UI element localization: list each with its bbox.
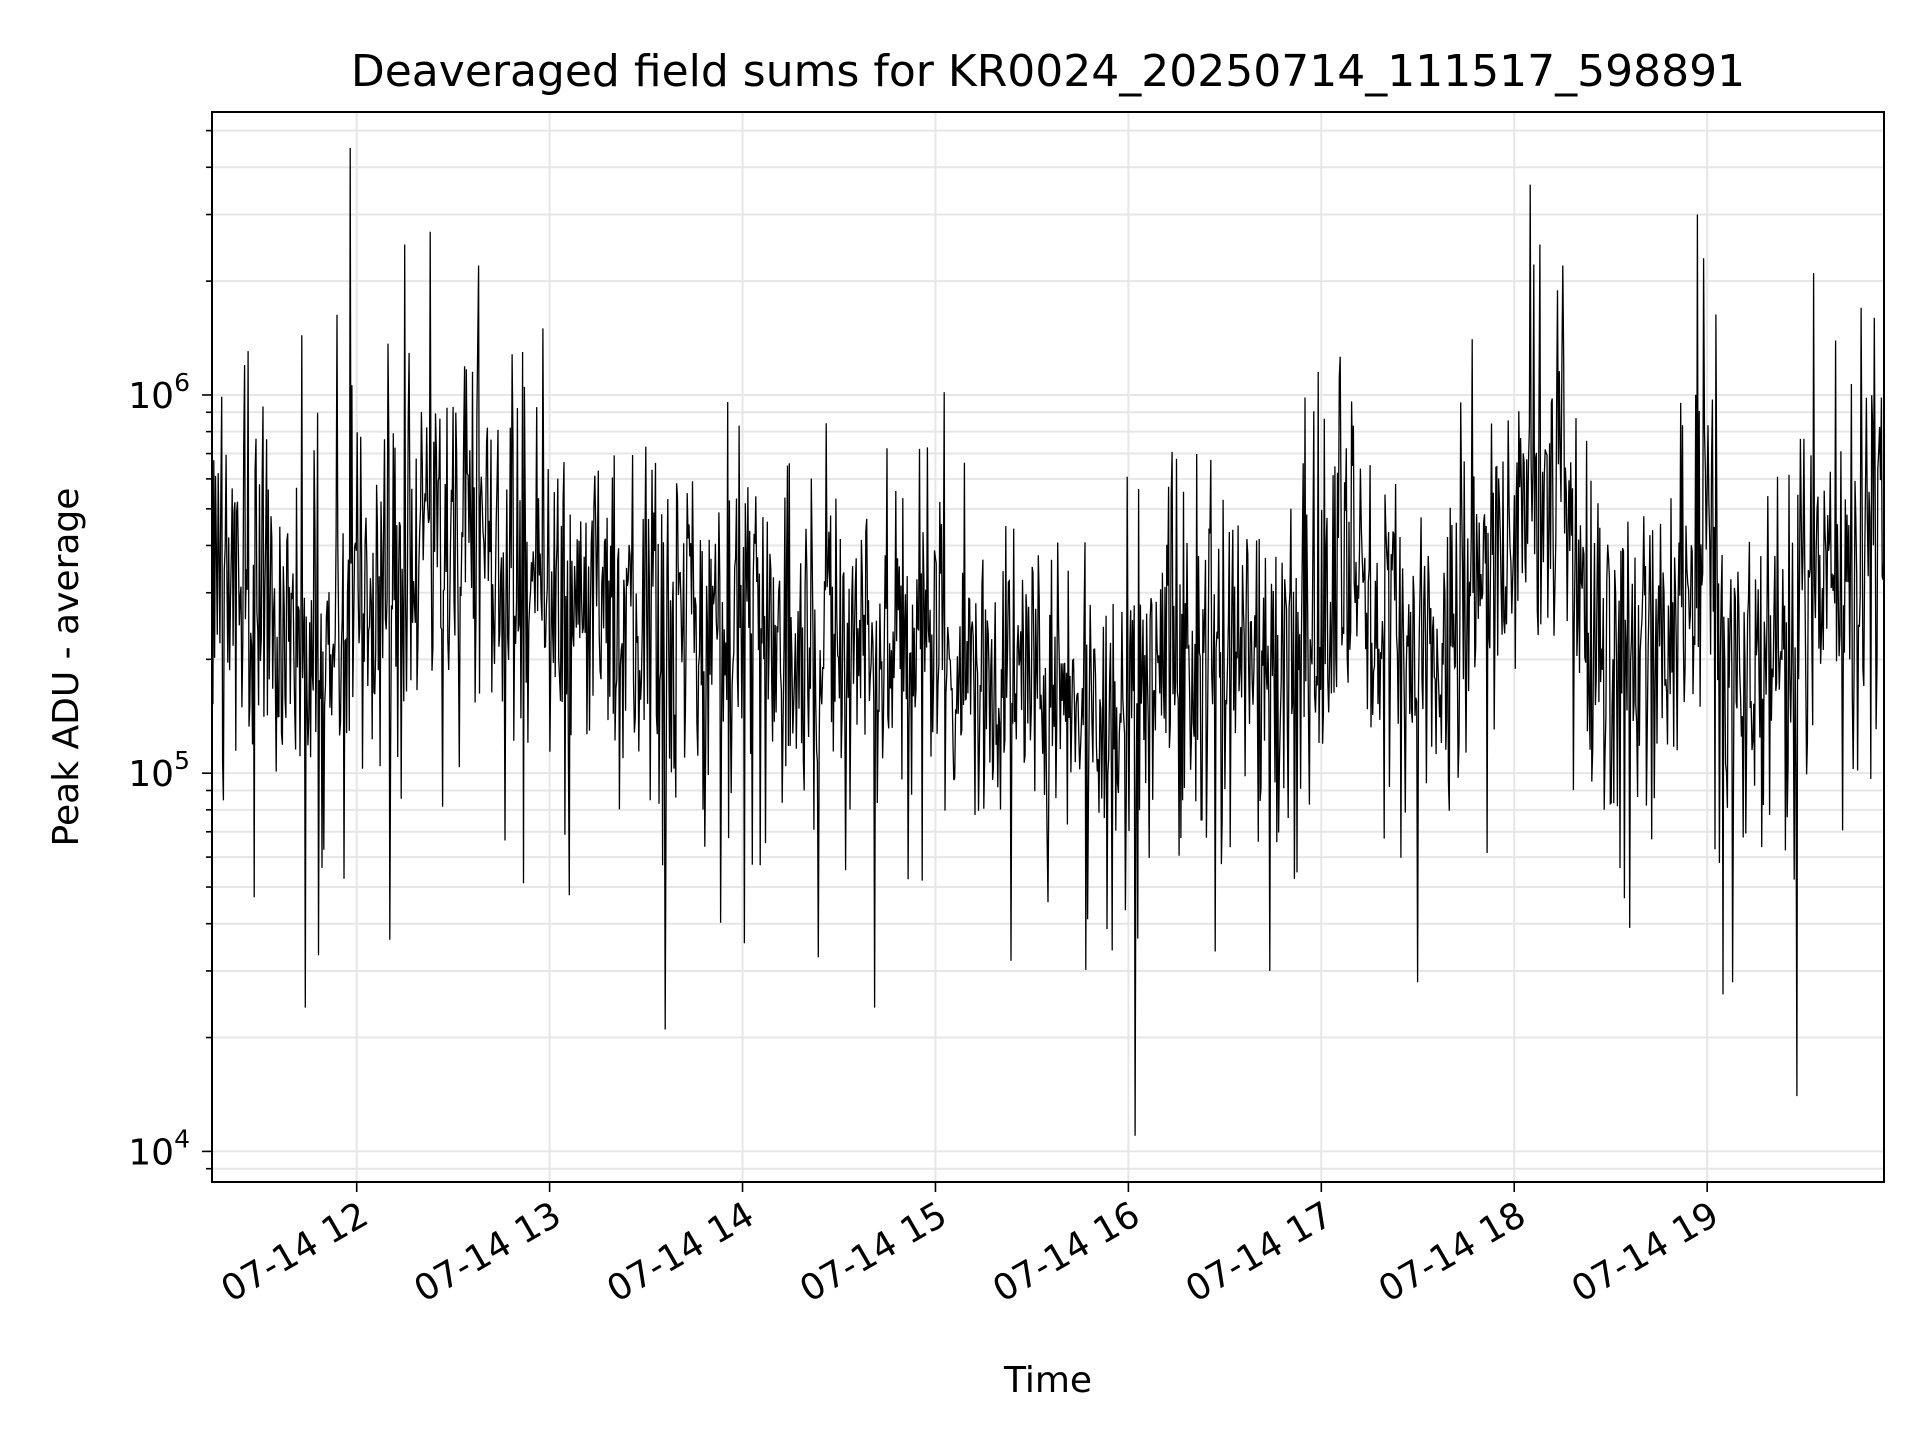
x-axis-label: Time [1003,1360,1092,1401]
y-tick-label: 104 [128,1124,190,1173]
x-tick-label: 07-14 14 [600,1194,761,1310]
x-tick-label: 07-14 18 [1372,1194,1533,1310]
x-tick-label: 07-14 15 [793,1194,954,1310]
x-tick-label: 07-14 12 [215,1194,376,1310]
grid-lines [212,112,1884,1182]
plot-area-frame [211,111,1885,1183]
chart-title: Deaveraged field sums for KR0024_2025071… [351,46,1745,97]
axes: 104 105 106 07-14 12 07-14 13 07-14 14 07-14 1… [128,129,1726,1311]
x-tick-label: 07-14 13 [407,1194,568,1310]
y-axis-label: Peak ADU - average [46,488,87,847]
y-tick-label: 105 [128,746,190,795]
y-tick-label: 106 [128,368,190,417]
x-tick-label: 07-14 17 [1179,1194,1340,1310]
x-tick-label: 07-14 16 [986,1194,1147,1310]
series-line [211,147,1885,1136]
data-series [211,147,1885,1136]
x-tick-label: 07-14 19 [1565,1194,1726,1310]
